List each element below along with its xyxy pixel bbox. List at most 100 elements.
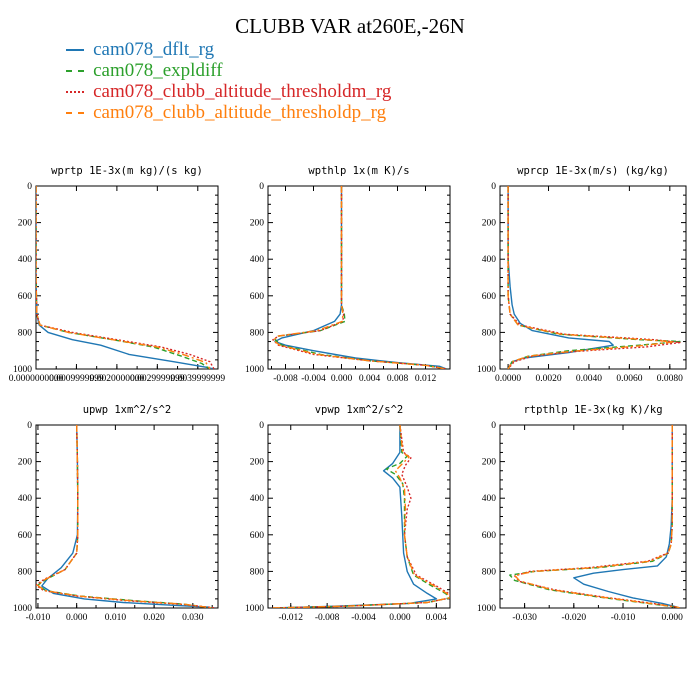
series-line-2 [274,186,447,369]
chart-panel: vpwp 1xm^2/s^2 0 200 400 600 800 1000 -0.012 -0.… [245,404,451,623]
x-tick-label: 0.008 [387,374,409,384]
series-line-2 [36,186,211,369]
series-line-1 [573,425,680,608]
panel-title: wprcp 1E-3x(m/s) (kg/kg) [517,165,669,177]
chart-panel: upwp 1xm^2/s^2 0 200 400 600 800 1000-0.010 0.0… [13,404,219,623]
y-tick-label: 400 [482,255,497,265]
y-tick-label: 600 [18,531,33,541]
series-line-4 [36,425,213,608]
legend-line-icon [66,69,84,72]
y-tick-label: 200 [18,219,33,229]
y-tick-label: 1000 [477,604,496,614]
y-tick-label: 1000 [245,365,264,375]
x-tick-label: -0.020 [562,613,587,623]
plot-frame [35,424,219,609]
series-line-1 [272,425,438,608]
x-tick-label: 0.000 [66,613,88,623]
series-line-3 [272,186,447,369]
legend-entry-expldiff: cam078_expldiff [66,59,391,81]
y-tick-label: 400 [18,255,33,265]
plot-frame [499,424,687,609]
y-tick-label: 800 [18,328,33,338]
chart-panel: wprtp 1E-3x(m kg)/(s kg) 0 200 400 600 800 100… [9,165,226,384]
x-tick-label: 0.0039999999 [170,374,225,384]
y-tick-label: 0 [27,421,32,431]
x-tick-label: 0.030 [182,613,204,623]
panel-title: wpthlp 1x(m K)/s [308,165,409,177]
x-tick-label: 0.0060 [616,374,642,384]
series-line-2 [272,425,450,608]
y-tick-label: 800 [482,567,497,577]
x-tick-label: 0.000 [389,613,411,623]
x-tick-label: 0.000 [662,613,684,623]
legend-label: cam078_expldiff [93,60,223,81]
chart-panel: wpthlp 1x(m K)/s 0 200 400 600 800 1000 -0.008-… [245,165,451,384]
y-tick-label: 0 [491,182,496,192]
x-tick-label: -0.004 [351,613,376,623]
x-tick-label: 0.0000 [495,374,521,384]
y-tick-label: 800 [482,328,497,338]
x-tick-label: 0.0029999999 [130,374,185,384]
y-tick-label: 1000 [245,604,264,614]
y-tick-label: 400 [250,494,265,504]
x-tick-label: 0.0000000000 [9,374,64,384]
series-line-3 [507,186,681,369]
legend: cam078_dflt_rg cam078_expldiff cam078_cl… [66,38,392,123]
y-tick-label: 1000 [477,365,496,375]
y-tick-label: 200 [482,458,497,468]
x-tick-label: 0.000 [331,374,353,384]
series-line-1 [41,425,213,608]
x-tick-label: 0.010 [105,613,127,623]
x-tick-label: -0.010 [611,613,636,623]
y-tick-label: 600 [18,292,33,302]
series-line-3 [36,425,217,608]
series-line-4 [36,186,211,369]
y-tick-label: 600 [482,531,497,541]
series-line-4 [272,425,450,608]
y-tick-label: 0 [259,421,264,431]
x-tick-label: 0.012 [415,374,437,384]
legend-entry-dflt: cam078_dflt_rg [66,38,391,60]
y-tick-label: 600 [482,292,497,302]
legend-line-icon [66,90,84,93]
x-tick-label: -0.010 [26,613,51,623]
x-tick-label: 0.0040 [576,374,602,384]
y-tick-label: 200 [18,458,33,468]
x-tick-label: 0.0020 [535,374,561,384]
x-tick-label: -0.008 [273,374,298,384]
x-tick-label: -0.004 [301,374,326,384]
x-tick-label: 0.004 [359,374,381,384]
series-line-4 [507,186,675,369]
panel-title: wprtp 1E-3x(m kg)/(s kg) [51,165,203,177]
y-tick-label: 600 [250,292,265,302]
y-tick-label: 800 [18,567,33,577]
series-line-3 [514,425,680,608]
y-tick-label: 0 [491,421,496,431]
y-tick-label: 0 [259,182,264,192]
panel-title: vpwp 1xm^2/s^2 [315,404,404,416]
x-tick-label: 0.020 [143,613,165,623]
plot-frame [499,185,687,370]
y-tick-label: 1000 [13,365,32,375]
x-tick-label: -0.030 [512,613,537,623]
y-tick-label: 600 [250,531,265,541]
panel-title: upwp 1xm^2/s^2 [83,404,172,416]
y-tick-label: 200 [250,219,265,229]
series-line-2 [509,425,680,608]
legend-label: cam078_clubb_altitude_thresholdp_rg [93,102,387,123]
y-tick-label: 200 [482,219,497,229]
y-tick-label: 400 [482,494,497,504]
legend-label: cam078_clubb_altitude_thresholdm_rg [93,81,392,102]
series-line-2 [507,186,681,369]
y-tick-label: 800 [250,567,265,577]
legend-entry-thresholdm: cam078_clubb_altitude_thresholdm_rg [66,80,392,102]
legend-label: cam078_dflt_rg [93,39,215,60]
series-line-2 [37,425,213,608]
chart-panel: wprcp 1E-3x(m/s) (kg/kg) 0 200 400 600 800 100… [477,165,687,384]
y-tick-label: 800 [250,328,265,338]
series-line-1 [274,186,447,369]
y-tick-label: 200 [250,458,265,468]
chart-panel: rtpthlp 1E-3x(kg K)/kg 0 200 400 600 800 1000 -… [477,404,687,623]
series-line-4 [514,425,680,608]
